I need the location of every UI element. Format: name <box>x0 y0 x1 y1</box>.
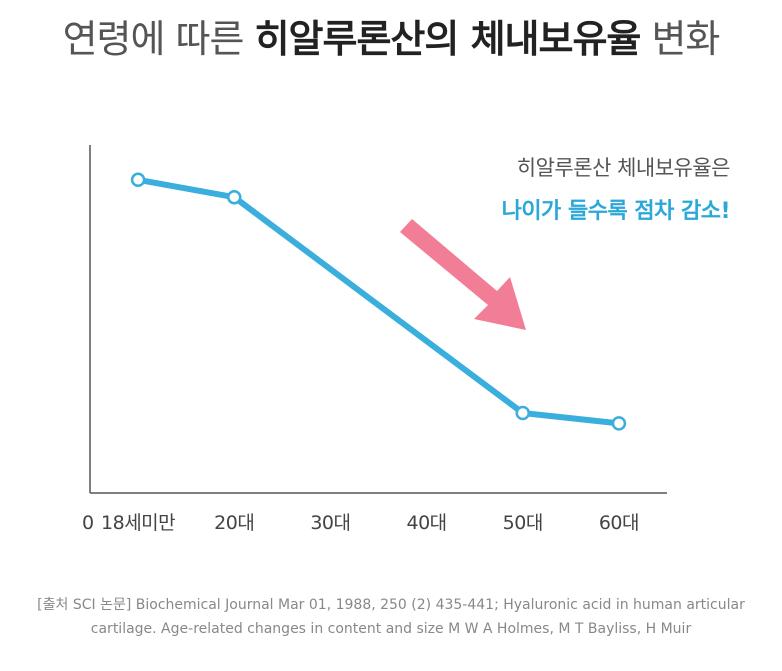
x-tick-label: 60대 <box>599 512 639 534</box>
data-point <box>227 189 242 205</box>
x-tick-label: 40대 <box>406 512 446 534</box>
series-line-0 <box>135 176 622 427</box>
page-title: 연령에 따른 히알루론산의 체내보유율 변화 <box>0 8 782 63</box>
title-prefix: 연령에 따른 <box>62 17 245 61</box>
source-citation-line-2: cartilage. Age-related changes in conten… <box>90 621 692 637</box>
data-point <box>611 416 627 431</box>
data-point <box>130 172 146 188</box>
data-point <box>515 405 530 421</box>
downward-trend-arrow-icon <box>400 219 526 330</box>
x-tick-label: 20대 <box>214 512 254 534</box>
x-origin-label: 0 <box>82 512 94 534</box>
annotation-line-1: 히알루론산 체내보유율은 <box>516 156 731 180</box>
x-tick-label: 50대 <box>503 512 543 534</box>
title-emphasis: 히알루론산의 체내보유율 <box>254 17 642 61</box>
annotation-line-2: 나이가 들수록 점차 감소! <box>501 199 731 224</box>
title-suffix: 변화 <box>651 17 720 61</box>
x-tick-label: 30대 <box>310 512 350 534</box>
source-citation-line-1: [출처 SCI 논문] Biochemical Journal Mar 01, … <box>37 597 745 613</box>
x-tick-label: 18세미만 <box>101 512 175 534</box>
